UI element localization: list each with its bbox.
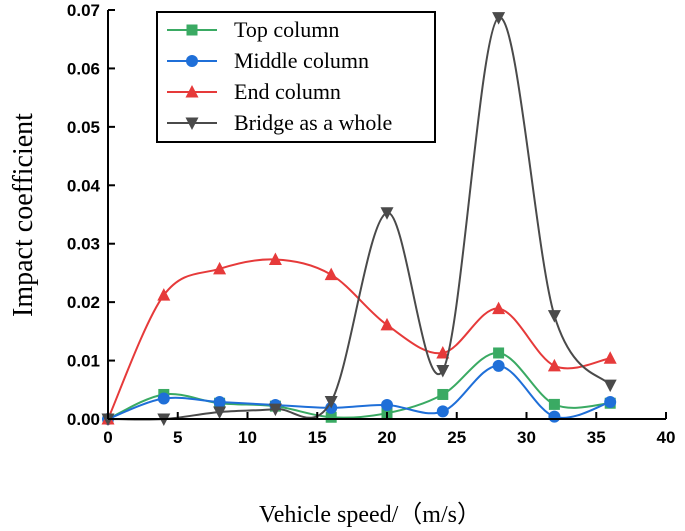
series-top-column: [102, 347, 616, 425]
series-bridge-as-a-whole: [101, 12, 617, 426]
data-point: [380, 207, 394, 220]
legend-label: Middle column: [234, 48, 369, 73]
y-tick-label: 0.07: [67, 1, 100, 20]
data-point: [324, 395, 338, 409]
legend-swatch-marker: [186, 55, 198, 67]
legend-swatch-marker: [186, 24, 198, 36]
data-point: [492, 359, 505, 372]
data-point: [603, 379, 617, 393]
legend-entry: Top column: [167, 17, 339, 42]
x-tick-label: 40: [657, 428, 676, 447]
legend-label: Bridge as a whole: [234, 110, 392, 135]
x-tick-label: 30: [517, 428, 536, 447]
legend-box: [156, 11, 436, 143]
y-axis-title: Impact coefficient: [8, 113, 39, 317]
x-axis-title: Vehicle speed/（m/s）: [259, 502, 481, 528]
series-line: [107, 351, 611, 420]
data-point: [268, 403, 282, 417]
y-tick-label: 0.00: [67, 410, 100, 429]
y-tick-label: 0.06: [67, 59, 100, 78]
data-point: [380, 317, 394, 331]
series-line: [107, 364, 611, 420]
x-tick-label: 15: [308, 428, 327, 447]
data-point: [268, 252, 282, 265]
legend-label: Top column: [234, 17, 339, 42]
data-point: [604, 396, 617, 409]
legend-entry: Bridge as a whole: [167, 110, 392, 135]
data-point: [548, 398, 560, 410]
data-point: [436, 345, 450, 359]
data-point: [492, 12, 506, 25]
y-tick-label: 0.01: [67, 352, 100, 371]
data-point: [492, 301, 506, 315]
legend-swatch-marker: [185, 117, 199, 130]
data-point: [547, 358, 561, 372]
data-point: [157, 392, 170, 405]
y-tick-label: 0.05: [67, 118, 100, 137]
data-point: [547, 310, 561, 323]
y-tick-label: 0.02: [67, 293, 100, 312]
data-point: [325, 411, 337, 423]
data-point: [213, 396, 226, 409]
legend-label: End column: [234, 79, 341, 104]
data-point: [157, 288, 171, 301]
data-point: [603, 351, 617, 364]
x-tick-label: 20: [378, 428, 397, 447]
x-tick-label: 35: [587, 428, 606, 447]
axes: 0.00 0.01 0.02 0.03 0.04 0.05 0.06 0.07 0 5 10 15 20…: [67, 1, 676, 447]
data-point: [436, 405, 449, 418]
data-point: [548, 410, 561, 423]
data-point: [213, 406, 227, 419]
data-point: [213, 261, 227, 275]
legend-swatch-marker: [185, 85, 199, 98]
x-tick-label: 5: [173, 428, 182, 447]
data-point: [381, 398, 393, 411]
data-point: [493, 347, 505, 359]
y-tick-label: 0.04: [67, 176, 101, 195]
data-point: [324, 267, 338, 281]
series-line: [107, 16, 611, 421]
x-tick-label: 25: [447, 428, 466, 447]
data-point: [437, 388, 449, 400]
x-tick-label: 0: [103, 428, 112, 447]
legend: Top column Middle column End column Bridge …: [156, 11, 436, 143]
x-tick-label: 10: [238, 428, 257, 447]
data-point: [436, 365, 450, 378]
y-tick-label: 0.03: [67, 235, 100, 254]
legend-entry: Middle column: [167, 48, 369, 73]
legend-entry: End column: [167, 79, 341, 104]
plot-area: [101, 12, 617, 426]
